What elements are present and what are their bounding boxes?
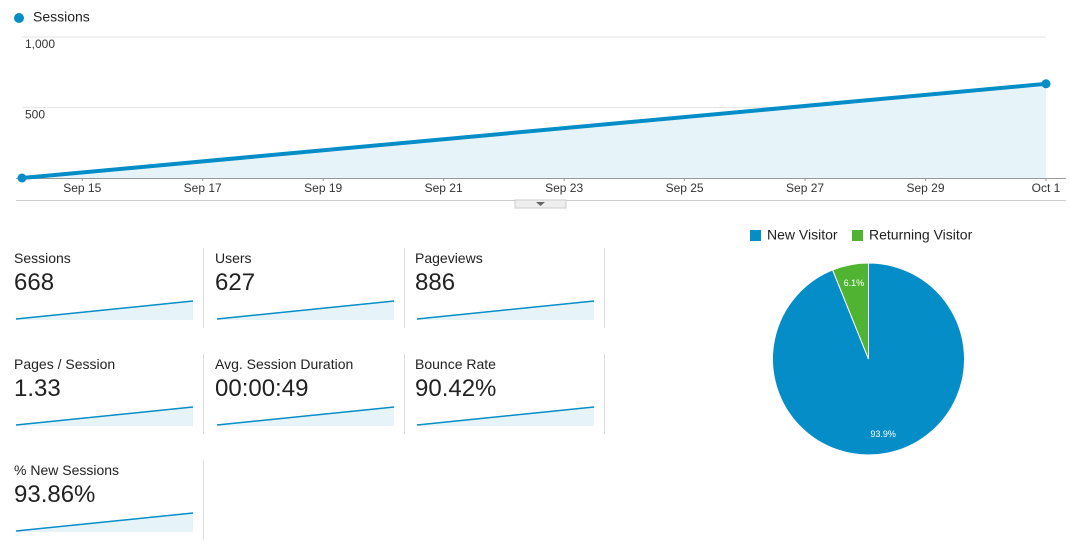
point (1041, 79, 1051, 89)
sparkline-line (416, 300, 595, 320)
x-tick-label: Sep 15 (63, 181, 101, 195)
sparkline (15, 300, 194, 320)
sparkline-line (416, 406, 595, 426)
legend-label: New Visitor (767, 227, 838, 243)
metric-label: Sessions (14, 250, 71, 266)
legend-swatch (852, 230, 863, 241)
metric-tile: Pages / Session 1.33 (14, 356, 200, 438)
metric-label: Avg. Session Duration (215, 356, 354, 372)
sparkline-line (15, 512, 194, 532)
tile-divider (604, 248, 605, 328)
x-tick-label: Sep 21 (425, 181, 463, 195)
x-tick-label: Sep 29 (907, 181, 945, 195)
legend-marker (14, 13, 24, 23)
sparkline-line (15, 406, 194, 426)
metric-value: 00:00:49 (215, 375, 309, 402)
x-tick-label: Sep 23 (545, 181, 583, 195)
x-tick-label: Oct 1 (1032, 181, 1061, 195)
metric-label: Bounce Rate (415, 356, 496, 372)
sparkline (15, 512, 194, 532)
slice-label: 6.1% (844, 278, 865, 288)
metric-value: 627 (215, 269, 256, 296)
tile-divider (203, 248, 204, 328)
metric-tile: Bounce Rate 90.42% (415, 356, 601, 438)
metric-value: 886 (415, 269, 456, 296)
tile-divider (404, 354, 405, 434)
x-tick-label: Sep 25 (666, 181, 704, 195)
pie-slice (831, 262, 869, 360)
metric-value: 93.86% (14, 481, 96, 508)
metric-label: % New Sessions (14, 462, 120, 478)
sparkline (416, 300, 595, 320)
x-tick-label: Sep 27 (786, 181, 824, 195)
metric-label: Users (215, 250, 252, 266)
tile-divider (604, 354, 605, 434)
line (21, 81, 1047, 180)
metric-label: Pageviews (415, 250, 483, 266)
metric-value: 1.33 (14, 375, 61, 402)
legend-label: Sessions (33, 9, 90, 25)
x-tick-label: Sep 19 (304, 181, 342, 195)
sparkline-line (15, 300, 194, 320)
slice-label: 93.9% (870, 429, 896, 439)
metric-tile: Users 627 (215, 250, 401, 332)
sparkline-line (216, 406, 395, 426)
metric-value: 668 (14, 269, 55, 296)
legend-label: Returning Visitor (869, 227, 973, 243)
metric-value: 90.42% (415, 375, 497, 402)
sparkline (15, 406, 194, 426)
y-tick-label: 500 (25, 108, 45, 122)
metric-tile: Pageviews 886 (415, 250, 601, 332)
sparkline (216, 300, 395, 320)
tile-divider (404, 248, 405, 328)
metric-tile: Sessions 668 (14, 250, 200, 332)
legend-swatch (750, 230, 761, 241)
x-tick-label: Sep 17 (184, 181, 222, 195)
point (17, 173, 27, 183)
metric-tile: % New Sessions 93.86% (14, 462, 200, 544)
metric-label: Pages / Session (14, 356, 116, 372)
collapse-arrow (536, 202, 545, 206)
tile-divider (203, 354, 204, 434)
tile-divider (203, 460, 204, 540)
metric-tile: Avg. Session Duration 00:00:49 (215, 356, 401, 438)
sparkline (416, 406, 595, 426)
sparkline-line (216, 300, 395, 320)
sparkline (216, 406, 395, 426)
y-tick-label: 1,000 (25, 37, 55, 51)
